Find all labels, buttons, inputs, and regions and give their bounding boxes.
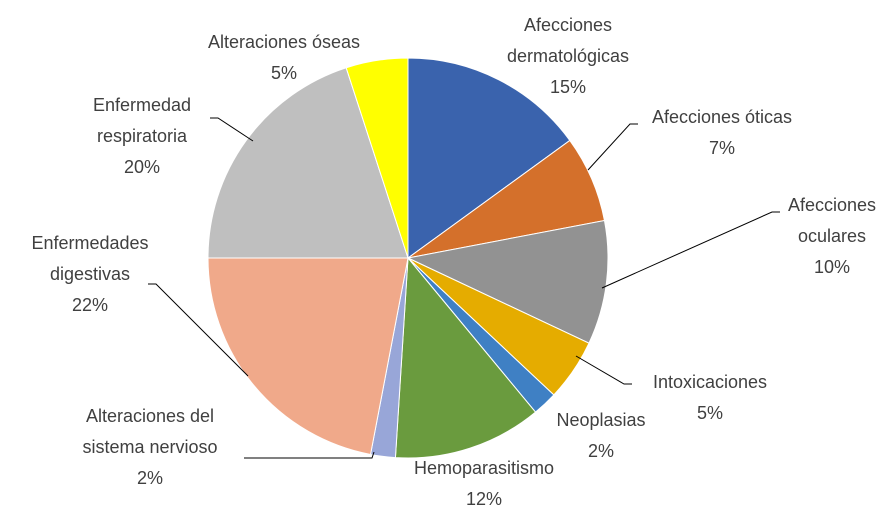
value-label: 15% — [549, 77, 587, 97]
value-label: 7% — [708, 138, 735, 158]
category-name: Neoplasias — [556, 410, 646, 430]
category-name: Alteraciones del sistema nervioso — [82, 406, 218, 457]
pie-slice — [207, 67, 409, 259]
slice-label: Hemoparasitismo 12% — [394, 453, 574, 508]
value-label: 10% — [813, 257, 851, 277]
pie-slice — [345, 57, 409, 259]
pie-slice — [207, 257, 409, 456]
slice-label: Intoxicaciones 5% — [635, 367, 785, 429]
value-label: 22% — [71, 295, 109, 315]
leader-line — [587, 123, 638, 171]
value-label: 20% — [123, 157, 161, 177]
slice-label: Neoplasias 2% — [541, 405, 661, 467]
pie-slice — [394, 256, 537, 459]
value-label: 2% — [136, 468, 163, 488]
category-name: Afecciones oculares — [787, 195, 877, 246]
value-label: 12% — [465, 489, 503, 508]
leader-line — [210, 117, 254, 142]
slice-label: Alteraciones del sistema nervioso 2% — [65, 401, 235, 494]
category-name: Afecciones óticas — [651, 107, 793, 127]
slice-label: Enfermedades digestivas 22% — [20, 228, 160, 321]
category-name: Afecciones dermatológicas — [506, 15, 630, 66]
leader-line — [575, 355, 632, 385]
slice-label: Alteraciones óseas 5% — [189, 27, 379, 89]
slice-label: Afecciones oculares 10% — [777, 190, 887, 283]
value-label: 5% — [696, 403, 723, 423]
leader-line — [601, 211, 780, 289]
category-name: Intoxicaciones — [652, 372, 768, 392]
category-name: Enfermedades digestivas — [31, 233, 149, 284]
pie-slice — [407, 57, 571, 259]
category-name: Enfermedad respiratoria — [92, 95, 192, 146]
slice-label: Enfermedad respiratoria 20% — [77, 90, 207, 183]
category-name: Hemoparasitismo — [413, 458, 555, 478]
value-label: 2% — [587, 441, 614, 461]
leader-line — [148, 283, 249, 377]
category-name: Alteraciones óseas — [207, 32, 361, 52]
slice-label: Afecciones óticas 7% — [617, 102, 827, 164]
leader-line — [244, 451, 375, 459]
pie-slice — [406, 219, 609, 344]
value-label: 5% — [270, 63, 297, 83]
slice-label: Afecciones dermatológicas 15% — [493, 10, 643, 103]
